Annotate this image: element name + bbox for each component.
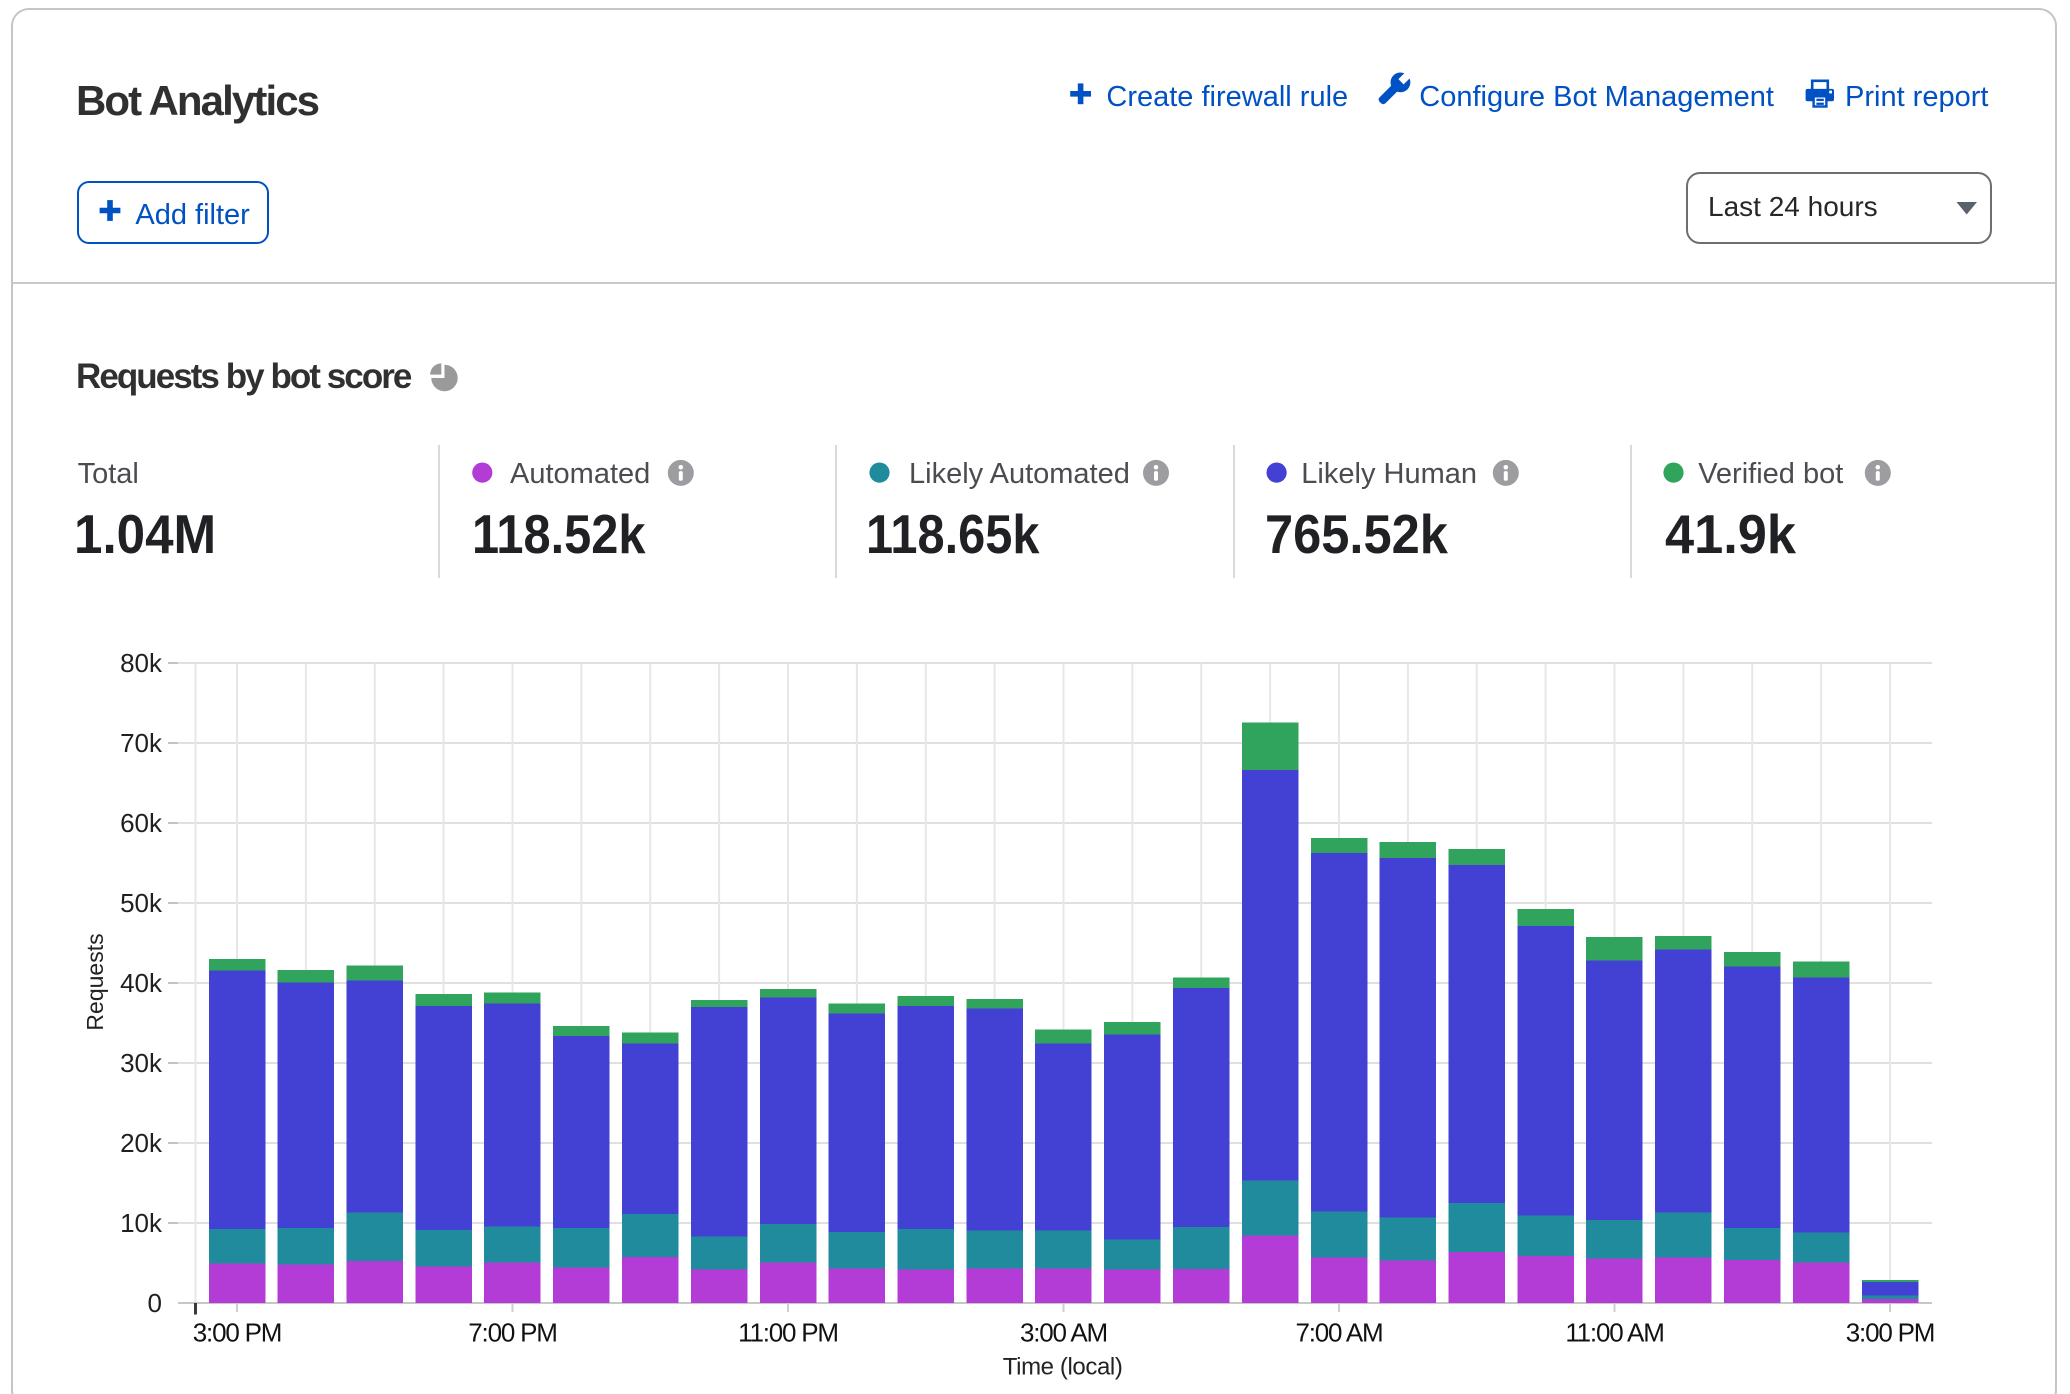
svg-text:20k: 20k	[120, 1128, 163, 1158]
svg-text:70k: 70k	[120, 728, 163, 758]
svg-text:3:00 PM: 3:00 PM	[193, 1317, 281, 1347]
svg-text:11:00 PM: 11:00 PM	[738, 1317, 838, 1347]
svg-text:Time (local): Time (local)	[1003, 1353, 1123, 1380]
svg-text:3:00 PM: 3:00 PM	[1846, 1317, 1934, 1347]
svg-text:40k: 40k	[120, 968, 163, 998]
svg-text:0: 0	[148, 1288, 162, 1318]
svg-text:10k: 10k	[120, 1208, 163, 1238]
svg-text:3:00 AM: 3:00 AM	[1020, 1317, 1107, 1347]
svg-text:11:00 AM: 11:00 AM	[1565, 1317, 1663, 1347]
svg-text:7:00 AM: 7:00 AM	[1296, 1317, 1383, 1347]
svg-text:7:00 PM: 7:00 PM	[468, 1317, 556, 1347]
svg-text:60k: 60k	[120, 808, 163, 838]
svg-text:30k: 30k	[120, 1048, 163, 1078]
svg-text:Requests: Requests	[82, 933, 108, 1030]
svg-text:50k: 50k	[120, 888, 163, 918]
svg-text:80k: 80k	[120, 648, 163, 678]
